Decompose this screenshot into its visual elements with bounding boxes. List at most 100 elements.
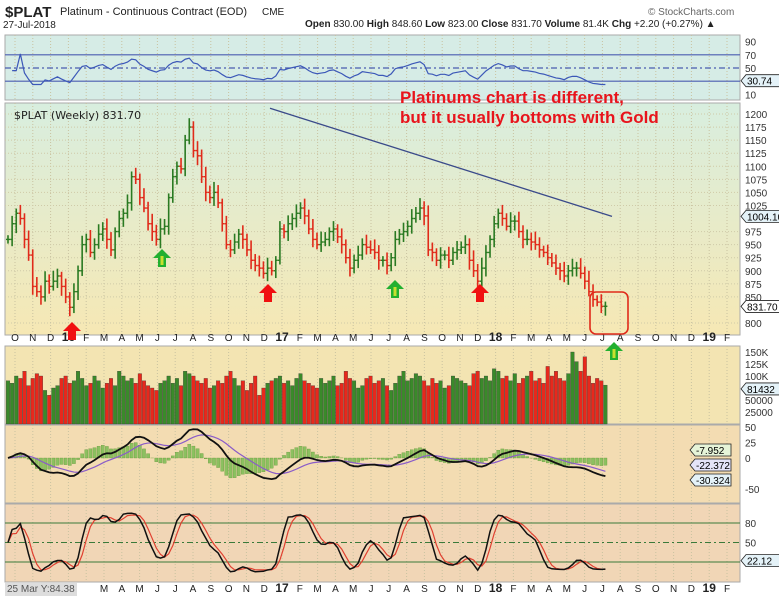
volume-bar: [113, 385, 118, 425]
macd-histogram-bar: [72, 457, 76, 464]
macd-histogram-bar: [377, 457, 381, 460]
macd-histogram-bar: [307, 448, 311, 459]
volume-tick-label: 25000: [745, 408, 773, 419]
stoch-value-label: 22.12: [747, 557, 772, 568]
red-up-arrow: [471, 284, 489, 302]
volume-bar: [166, 375, 171, 425]
volume-bar: [488, 380, 492, 425]
macd-histogram-bar: [574, 457, 579, 464]
volume-bar: [216, 380, 221, 425]
volume-bar: [570, 351, 575, 425]
x-tick-label: O: [225, 333, 233, 344]
macd-histogram-bar: [335, 456, 340, 459]
macd-histogram-bar: [138, 445, 142, 459]
macd-histogram-bar: [471, 457, 476, 463]
volume-bar: [100, 387, 105, 425]
x-tick-label: M: [100, 333, 108, 344]
volume-bar: [162, 380, 167, 425]
price-legend: $PLAT (Weekly) 831.70: [14, 109, 142, 122]
macd-histogram-bar: [84, 449, 89, 459]
volume-bar: [397, 375, 402, 425]
volume-bar: [479, 378, 484, 425]
volume-bar: [104, 383, 109, 425]
x-tick-label: A: [118, 333, 125, 344]
x-tick-label: 18: [489, 330, 503, 344]
x-tick-label: A: [190, 333, 197, 344]
volume-bar: [339, 383, 344, 425]
volume-bar: [125, 380, 130, 425]
macd-histogram-bar: [88, 448, 93, 459]
volume-bar: [418, 375, 422, 425]
open-label: Open: [305, 19, 331, 30]
volume-bar: [10, 383, 15, 425]
macd-histogram-bar: [591, 457, 595, 465]
volume-bar: [129, 378, 134, 425]
macd-histogram-bar: [521, 454, 525, 459]
volume-bar: [236, 385, 241, 425]
x-tick-label: N: [456, 333, 463, 344]
volume-tick-label: 100K: [745, 372, 769, 383]
x-tick-label: M: [135, 333, 143, 344]
volume-value: 81.4K: [582, 19, 609, 30]
price-tick-label: 1100: [745, 162, 767, 173]
volume-bar: [372, 383, 377, 425]
macd-histogram-bar: [488, 457, 492, 459]
x-tick-label-bottom: F: [297, 584, 303, 595]
volume-bar: [323, 383, 328, 425]
x-tick-label: A: [617, 333, 624, 344]
x-tick-label-bottom: D: [474, 584, 481, 595]
volume-bar: [158, 383, 163, 425]
volume-bar: [537, 378, 542, 425]
macd-histogram-bar: [595, 457, 599, 466]
macd-histogram-bar: [63, 457, 68, 465]
macd-histogram-bar: [220, 457, 224, 472]
volume-bar: [88, 383, 93, 425]
x-tick-label: F: [724, 333, 730, 344]
volume-bar: [47, 395, 52, 425]
x-tick-label: O: [11, 333, 19, 344]
price-tick-label: 900: [745, 267, 762, 278]
volume-bar: [562, 380, 567, 425]
rsi-tick-label: 10: [745, 90, 757, 101]
volume-bar: [39, 375, 43, 425]
annotation-line1: Platinums chart is different,: [400, 88, 624, 107]
macd-histogram-bar: [327, 456, 332, 459]
volume-bar: [455, 378, 460, 425]
volume-bar: [376, 380, 381, 425]
macd-signal-label: -22.372: [696, 461, 730, 472]
volume-bar: [245, 390, 249, 425]
chg-label: Chg: [611, 19, 632, 30]
rsi-tick-label: 90: [745, 38, 757, 49]
volume-bar: [187, 373, 192, 425]
x-tick-label: A: [332, 333, 339, 344]
volume-bar: [277, 375, 282, 425]
x-tick-label-bottom: J: [369, 584, 374, 595]
macd-histogram-bar: [92, 447, 97, 459]
arrow-highlight: [393, 287, 397, 296]
x-tick-label: J: [155, 333, 160, 344]
volume-bar: [504, 375, 509, 425]
volume-bar: [393, 383, 398, 425]
x-tick-label: M: [349, 333, 357, 344]
x-tick-label-bottom: N: [670, 584, 677, 595]
volume-bar: [310, 385, 315, 425]
x-tick-label-bottom: S: [635, 584, 642, 595]
macd-histogram-bar: [356, 457, 360, 463]
macd-histogram-bar: [484, 457, 488, 461]
volume-bar: [55, 385, 60, 425]
macd-histogram-bar: [187, 444, 192, 459]
macd-histogram-bar: [195, 448, 200, 459]
macd-histogram-bar: [418, 447, 422, 459]
volume-bar: [356, 387, 361, 425]
macd-histogram-bar: [166, 457, 171, 461]
macd-histogram-bar: [154, 457, 159, 462]
close-value: 831.70: [511, 19, 542, 30]
volume-bar: [574, 361, 579, 425]
macd-histogram-bar: [51, 457, 56, 468]
macd-histogram-label: -7.952: [696, 446, 725, 457]
x-tick-label-bottom: A: [546, 584, 553, 595]
macd-histogram-bar: [59, 457, 64, 465]
volume-bar: [257, 395, 262, 425]
price-tick-label: 1200: [745, 110, 768, 121]
volume-bar: [261, 387, 266, 425]
